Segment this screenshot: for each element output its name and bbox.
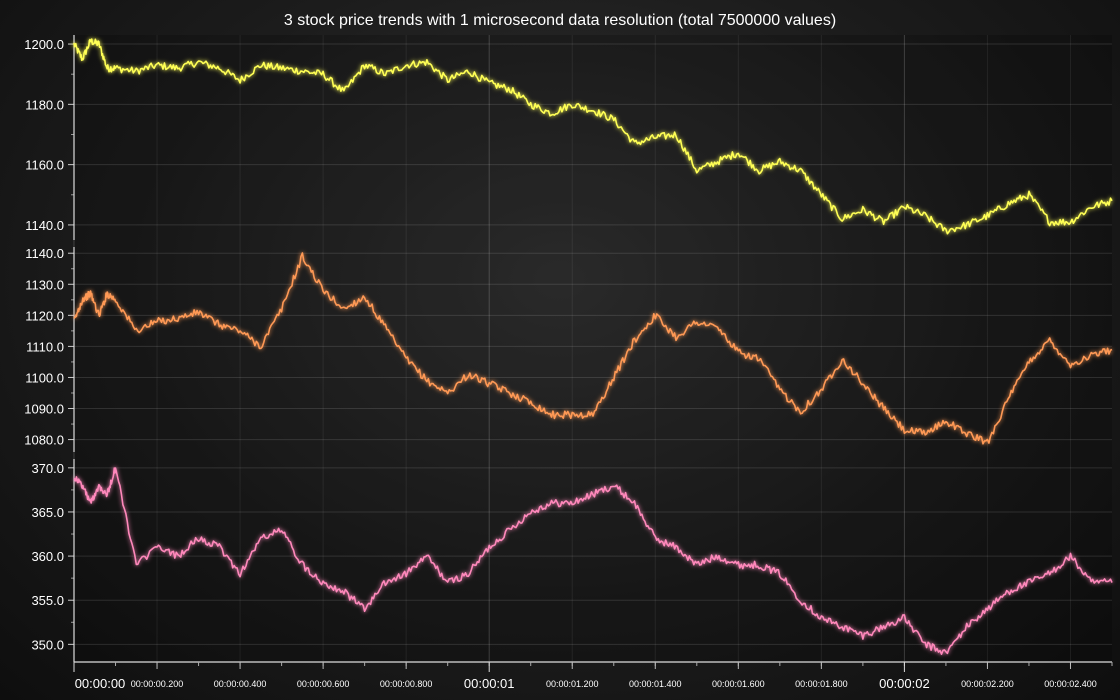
y-tick-label: 1090.0 [24, 402, 64, 417]
plot-area [74, 35, 1112, 662]
y-tick-label: 365.0 [31, 505, 64, 520]
x-major-tick-label: 00:00:01 [464, 676, 515, 691]
y-tick-label: 1100.0 [25, 370, 64, 385]
y-tick-label: 1140.0 [25, 218, 64, 233]
y-tick-label: 360.0 [31, 549, 64, 564]
series-line-3 [73, 467, 1113, 655]
y-tick-label: 1160.0 [25, 158, 64, 173]
x-minor-tick-label: 00:00:01.400 [629, 679, 682, 689]
y-tick-label: 1200.0 [24, 37, 64, 52]
x-minor-tick-label: 00:00:01.200 [546, 679, 599, 689]
x-minor-tick-label: 00:00:00.600 [297, 679, 350, 689]
y-tick-label: 1180.0 [25, 97, 64, 112]
y-tick-label: 1130.0 [25, 277, 64, 292]
series-line-1 [73, 38, 1113, 235]
x-minor-tick-label: 00:00:01.800 [795, 679, 848, 689]
y-tick-label: 1140.0 [25, 246, 64, 261]
x-minor-tick-label: 00:00:02.400 [1044, 679, 1097, 689]
x-major-tick-label: 00:00:02 [879, 676, 930, 691]
y-tick-label: 1110.0 [26, 339, 64, 354]
x-minor-tick-label: 00:00:00.800 [380, 679, 433, 689]
y-tick-label: 355.0 [31, 593, 64, 608]
x-major-tick-label: 00:00:00 [75, 676, 126, 691]
x-minor-tick-label: 00:00:02.200 [961, 679, 1014, 689]
x-minor-tick-label: 00:00:00.200 [131, 679, 184, 689]
chart-title: 3 stock price trends with 1 microsecond … [284, 12, 836, 29]
y-tick-label: 1080.0 [24, 433, 64, 448]
y-tick-label: 350.0 [31, 637, 64, 652]
y-tick-label: 1120.0 [25, 308, 64, 323]
series-line-2 [73, 252, 1113, 445]
y-tick-label: 370.0 [31, 461, 64, 476]
x-minor-tick-label: 00:00:00.400 [214, 679, 267, 689]
x-minor-tick-label: 00:00:01.600 [712, 679, 765, 689]
